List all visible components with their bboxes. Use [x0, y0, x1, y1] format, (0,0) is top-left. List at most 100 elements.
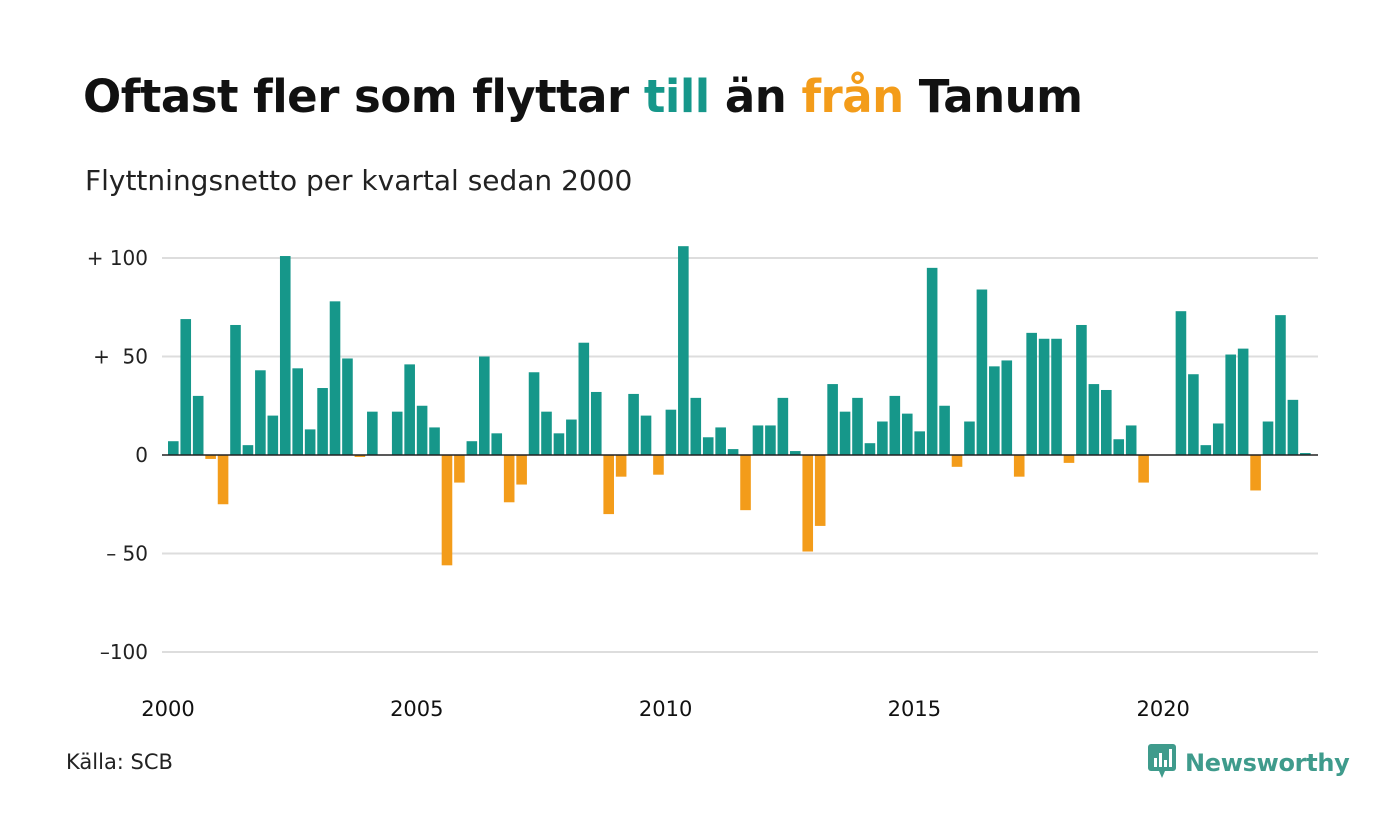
- bar: [939, 405, 950, 455]
- bar: [914, 431, 925, 455]
- y-tick-label: + 100: [87, 246, 148, 270]
- bar: [217, 455, 229, 505]
- title-highlight-till: till: [643, 70, 710, 123]
- bar: [727, 449, 739, 455]
- bar: [615, 455, 627, 477]
- bar: [1063, 455, 1075, 463]
- x-tick-label: 2010: [639, 697, 692, 721]
- chart-subtitle: Flyttningsnetto per kvartal sedan 2000: [85, 164, 633, 197]
- bar: [367, 411, 378, 455]
- bar: [752, 425, 764, 455]
- bar: [1262, 421, 1274, 455]
- bar: [1038, 338, 1050, 455]
- bar: [877, 421, 888, 455]
- x-tick-label: 2020: [1136, 697, 1189, 721]
- bar: [802, 455, 814, 552]
- bar: [168, 441, 179, 455]
- newsworthy-logo-icon: [1147, 743, 1177, 783]
- bar: [1300, 453, 1311, 455]
- bar: [889, 395, 901, 455]
- bar: [342, 358, 353, 455]
- bar: [354, 455, 366, 457]
- bar: [516, 455, 527, 485]
- bar: [901, 413, 913, 455]
- title-highlight-fran: från: [801, 70, 904, 123]
- bar: [702, 437, 714, 455]
- bar: [1088, 384, 1100, 455]
- bar: [180, 319, 192, 455]
- bar: [1212, 423, 1224, 455]
- bar: [1101, 389, 1112, 455]
- bar: [192, 395, 204, 455]
- bar: [279, 256, 291, 455]
- bar: [1113, 439, 1125, 455]
- bar: [827, 384, 838, 455]
- bar: [976, 289, 988, 455]
- bar: [1138, 455, 1149, 483]
- bar: [503, 455, 515, 503]
- x-tick-label: 2005: [390, 697, 443, 721]
- y-tick-label: + 50: [93, 345, 148, 369]
- bar: [541, 411, 552, 455]
- y-tick-label: – 50: [106, 542, 148, 566]
- brand-logo[interactable]: Newsworthy: [1147, 743, 1350, 783]
- bar: [839, 411, 851, 455]
- bar: [553, 433, 565, 455]
- bar: [391, 411, 403, 455]
- bar: [603, 455, 614, 515]
- bar: [989, 366, 1000, 455]
- bar: [1125, 425, 1137, 455]
- bar: [777, 397, 789, 455]
- bar: [715, 427, 726, 455]
- bar: [590, 391, 602, 455]
- bars: [168, 246, 1311, 566]
- title-part3: Tanum: [903, 70, 1083, 123]
- bar: [329, 301, 341, 455]
- bar: [1051, 338, 1062, 455]
- bar: [242, 445, 254, 455]
- bar: [1225, 354, 1236, 455]
- title-part1: Oftast fler som flyttar: [83, 70, 644, 123]
- source-note: Källa: SCB: [66, 750, 173, 774]
- bar: [864, 443, 876, 455]
- bar: [416, 405, 428, 455]
- bar: [628, 393, 639, 455]
- x-axis-labels: 2000 2005 2010 2015 2020: [141, 697, 1190, 721]
- bar: [454, 455, 465, 483]
- bar: [926, 267, 938, 455]
- y-axis-labels: + 100 + 50 0 – 50 –100: [87, 246, 148, 664]
- title-part2: än: [709, 70, 802, 123]
- bar: [1013, 455, 1025, 477]
- bar: [404, 364, 415, 455]
- brand-name: Newsworthy: [1185, 749, 1350, 777]
- bar: [1188, 374, 1199, 455]
- bar: [1001, 360, 1013, 455]
- bar: [578, 342, 590, 455]
- chart-title: Oftast fler som flyttar till än från Tan…: [83, 70, 1083, 123]
- bar: [205, 455, 216, 459]
- bar: [466, 441, 478, 455]
- x-tick-label: 2015: [888, 697, 941, 721]
- bar: [765, 425, 776, 455]
- bar: [852, 397, 863, 455]
- bar: [964, 421, 975, 455]
- bar: [479, 356, 490, 455]
- y-tick-label: 0: [135, 443, 148, 467]
- bar: [640, 415, 652, 455]
- bar: [317, 388, 328, 455]
- bar: [1175, 311, 1187, 455]
- bar: [267, 415, 279, 455]
- x-tick-label: 2000: [141, 697, 194, 721]
- bar: [292, 368, 303, 455]
- grid-lines: [162, 257, 1318, 653]
- bar: [690, 397, 702, 455]
- bar: [429, 427, 440, 455]
- bar: [230, 324, 241, 455]
- bar: [304, 429, 316, 455]
- bar: [1200, 445, 1212, 455]
- bar-chart: + 100 + 50 0 – 50 –100 2000 2005 2010 2015 2020: [87, 246, 1318, 721]
- bar: [1076, 324, 1087, 455]
- bar: [740, 455, 751, 511]
- bar: [1250, 455, 1261, 491]
- bar: [566, 419, 577, 455]
